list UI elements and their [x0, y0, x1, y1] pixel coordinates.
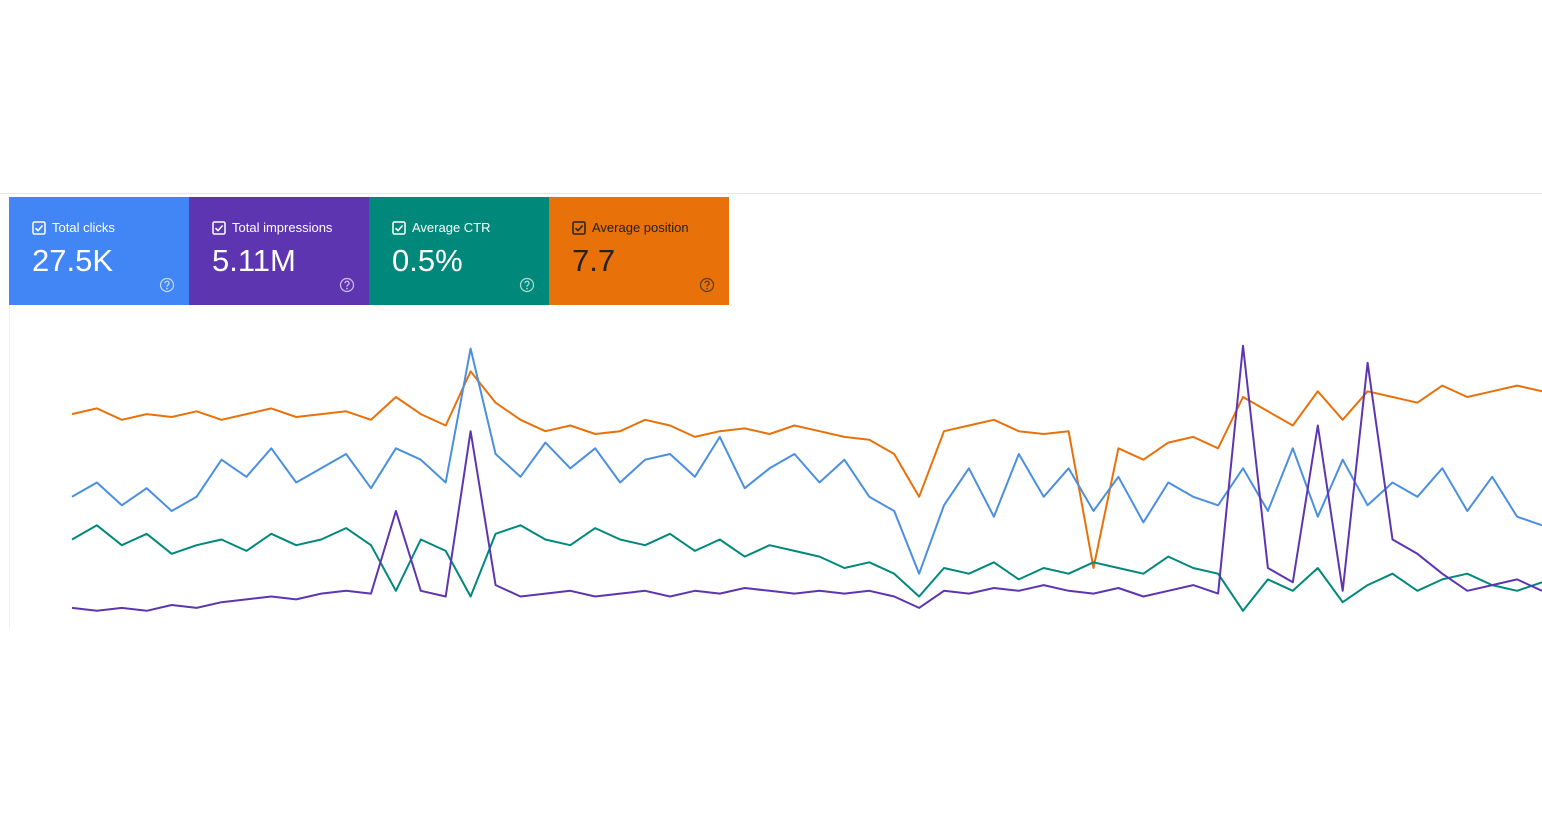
help-dot	[706, 287, 708, 290]
metric-value: 7.7	[572, 243, 616, 278]
metric-card[interactable]: Total clicks 27.5K	[9, 197, 189, 305]
checkbox-icon	[572, 221, 586, 235]
metric-value: 5.11M	[212, 243, 296, 278]
series-line	[71, 370, 1542, 569]
checkbox-box	[32, 221, 46, 235]
checkbox-tick	[214, 224, 224, 232]
help-circle	[519, 277, 535, 293]
help-icon	[159, 277, 175, 293]
series-line	[71, 347, 1542, 575]
metric-value: 27.5K	[32, 243, 114, 278]
metric-label: Total impressions	[232, 220, 333, 235]
chart-panel	[9, 305, 1542, 628]
series-line	[71, 344, 1542, 612]
help-mark	[164, 280, 170, 287]
divider	[0, 193, 1542, 194]
help-circle	[699, 277, 715, 293]
help-mark	[344, 280, 350, 287]
metric-value: 0.5%	[392, 243, 463, 278]
metric-card[interactable]: Average CTR 0.5%	[369, 197, 549, 305]
help-circle	[159, 277, 175, 293]
series-line	[71, 524, 1542, 612]
metric-label: Average CTR	[412, 220, 491, 235]
checkbox-icon	[392, 221, 406, 235]
help-mark	[524, 280, 530, 287]
help-mark	[704, 280, 710, 287]
checkbox-icon	[32, 221, 46, 235]
metric-card[interactable]: Average position 7.7	[549, 197, 729, 305]
checkbox-box	[392, 221, 406, 235]
metric-label: Average position	[592, 220, 689, 235]
checkbox-tick	[574, 224, 584, 232]
help-dot	[166, 287, 168, 290]
help-icon	[519, 277, 535, 293]
help-icon	[699, 277, 715, 293]
checkbox-tick	[394, 224, 404, 232]
checkbox-icon	[212, 221, 226, 235]
checkbox-box	[212, 221, 226, 235]
checkbox-tick	[34, 224, 44, 232]
checkbox-box	[572, 221, 586, 235]
help-circle	[339, 277, 355, 293]
help-dot	[346, 287, 348, 290]
metric-card[interactable]: Total impressions 5.11M	[189, 197, 369, 305]
metric-label: Total clicks	[52, 220, 115, 235]
help-icon	[339, 277, 355, 293]
help-dot	[526, 287, 528, 290]
